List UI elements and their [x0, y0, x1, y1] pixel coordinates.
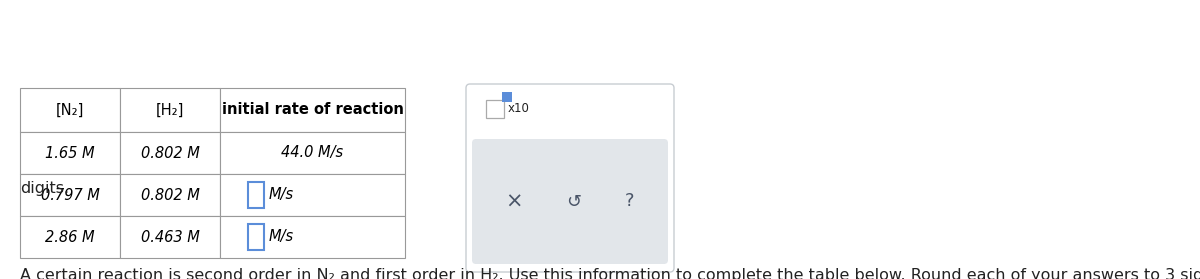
Text: ×: ×: [505, 191, 523, 211]
Bar: [502, 92, 512, 102]
Text: 0.463 M: 0.463 M: [140, 230, 199, 244]
Bar: [220, 174, 406, 216]
Text: [H₂]: [H₂]: [156, 102, 184, 117]
FancyBboxPatch shape: [466, 84, 674, 272]
Bar: [20, 88, 120, 132]
FancyBboxPatch shape: [472, 139, 668, 264]
Text: A certain reaction is second order in N₂ and first order in H₂. Use this informa: A certain reaction is second order in N₂…: [20, 268, 1200, 279]
Text: x10: x10: [508, 102, 530, 116]
Text: 0.802 M: 0.802 M: [140, 187, 199, 203]
Bar: [20, 174, 120, 216]
Bar: [220, 132, 406, 174]
Bar: [486, 100, 504, 118]
Bar: [120, 132, 220, 174]
Text: 2.86 M: 2.86 M: [46, 230, 95, 244]
Bar: [120, 174, 220, 216]
Bar: [220, 216, 406, 258]
Text: M/s: M/s: [269, 187, 294, 203]
Text: initial rate of reaction: initial rate of reaction: [222, 102, 403, 117]
Text: 1.65 M: 1.65 M: [46, 146, 95, 160]
Text: 44.0 M/s: 44.0 M/s: [282, 146, 343, 160]
Text: [N₂]: [N₂]: [56, 102, 84, 117]
Bar: [120, 88, 220, 132]
Bar: [248, 182, 264, 208]
Bar: [20, 132, 120, 174]
Text: ↺: ↺: [566, 193, 582, 210]
Text: M/s: M/s: [269, 230, 294, 244]
Text: digits.: digits.: [20, 181, 70, 196]
Bar: [220, 88, 406, 132]
Text: 0.797 M: 0.797 M: [41, 187, 100, 203]
Bar: [248, 224, 264, 250]
Bar: [120, 216, 220, 258]
Text: ?: ?: [625, 193, 635, 210]
Bar: [20, 216, 120, 258]
Text: 0.802 M: 0.802 M: [140, 146, 199, 160]
